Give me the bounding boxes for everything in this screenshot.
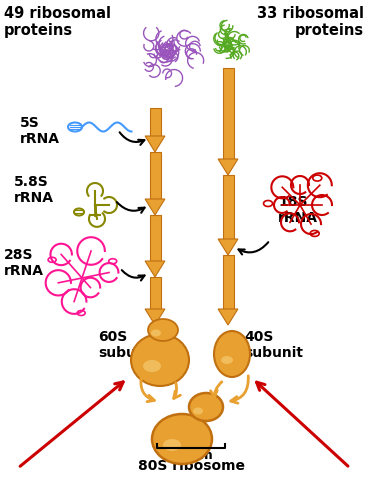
Text: 28S
rRNA: 28S rRNA (4, 248, 44, 278)
FancyArrowPatch shape (120, 132, 144, 145)
Polygon shape (218, 159, 238, 175)
FancyArrowPatch shape (231, 376, 248, 403)
Polygon shape (149, 152, 160, 199)
Text: 60S
subunit: 60S subunit (98, 330, 157, 360)
Polygon shape (218, 309, 238, 325)
Ellipse shape (221, 356, 233, 364)
Text: 49 ribosomal
proteins: 49 ribosomal proteins (4, 6, 111, 38)
Polygon shape (149, 277, 160, 309)
Ellipse shape (148, 319, 178, 341)
Polygon shape (149, 215, 160, 261)
Ellipse shape (193, 408, 203, 414)
Polygon shape (223, 68, 234, 159)
FancyArrowPatch shape (174, 383, 180, 398)
Text: 5S
rRNA: 5S rRNA (20, 116, 60, 146)
Polygon shape (223, 255, 234, 309)
Polygon shape (145, 261, 165, 277)
FancyArrowPatch shape (117, 202, 145, 213)
Ellipse shape (131, 334, 189, 386)
Polygon shape (223, 175, 234, 239)
Polygon shape (145, 309, 165, 325)
Ellipse shape (143, 360, 161, 372)
Text: 40S
subunit: 40S subunit (244, 330, 303, 360)
Text: 18S
rRNA: 18S rRNA (278, 195, 318, 225)
Ellipse shape (189, 393, 223, 421)
Ellipse shape (152, 414, 212, 464)
Polygon shape (145, 199, 165, 215)
Text: 5.8S
rRNA: 5.8S rRNA (14, 175, 54, 205)
Text: 80S ribosome: 80S ribosome (138, 459, 244, 473)
Ellipse shape (163, 439, 181, 451)
FancyArrowPatch shape (256, 382, 348, 466)
Ellipse shape (151, 330, 161, 337)
FancyArrowPatch shape (20, 382, 123, 466)
Polygon shape (218, 239, 238, 255)
Polygon shape (149, 108, 160, 136)
FancyArrowPatch shape (122, 270, 145, 281)
FancyArrowPatch shape (141, 376, 154, 402)
FancyArrowPatch shape (210, 382, 222, 397)
Text: 33 ribosomal
proteins: 33 ribosomal proteins (257, 6, 364, 38)
Polygon shape (145, 136, 165, 152)
Text: 24 nm: 24 nm (169, 449, 213, 462)
Ellipse shape (214, 331, 250, 377)
FancyArrowPatch shape (238, 242, 268, 255)
